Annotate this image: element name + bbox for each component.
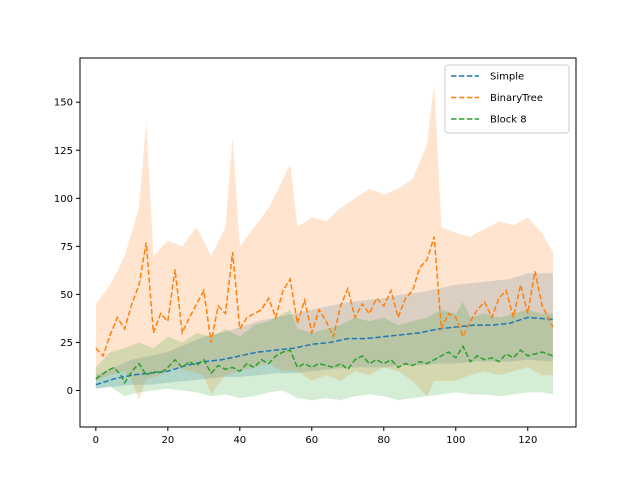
y-tick-label: 75 xyxy=(60,242,73,253)
x-tick-label: 100 xyxy=(446,435,465,446)
y-axis: 0 25 50 75 100 125 150 xyxy=(54,98,80,397)
legend-box xyxy=(444,64,570,134)
y-tick-label: 100 xyxy=(54,194,73,205)
y-tick-label: 125 xyxy=(54,146,73,157)
series-line-binarytree xyxy=(95,236,554,358)
band-block-8 xyxy=(95,302,553,401)
legend-label-binarytree: BinaryTree xyxy=(490,93,543,104)
y-tick-label: 25 xyxy=(60,338,73,349)
series-lines xyxy=(95,236,554,386)
legend-label-block-8: Block 8 xyxy=(490,115,527,126)
y-tick-label: 50 xyxy=(60,290,73,301)
series-line-simple xyxy=(95,316,554,386)
x-tick-label: 0 xyxy=(93,435,99,446)
y-tick-label: 150 xyxy=(54,98,73,109)
legend-label-simple: Simple xyxy=(490,72,524,83)
band-binarytree xyxy=(95,82,553,401)
plot-area-frame xyxy=(79,57,577,428)
x-tick-label: 80 xyxy=(377,435,390,446)
y-tick-label: 0 xyxy=(67,386,73,397)
series-line-block-8 xyxy=(95,344,554,385)
legend: Simple BinaryTree Block 8 xyxy=(444,64,570,134)
x-tick-label: 60 xyxy=(305,435,318,446)
x-tick-label: 120 xyxy=(518,435,537,446)
x-tick-label: 20 xyxy=(161,435,174,446)
x-tick-label: 40 xyxy=(233,435,246,446)
x-axis: 0 20 40 60 80 100 120 xyxy=(93,427,537,446)
